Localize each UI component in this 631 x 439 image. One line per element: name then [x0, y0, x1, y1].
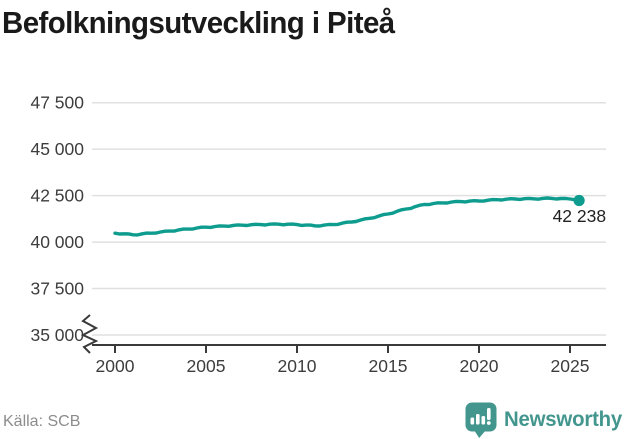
x-tick-label: 2015 [369, 356, 408, 376]
y-tick-label: 47 500 [30, 93, 84, 113]
x-tick-label: 2010 [278, 356, 317, 376]
last-point-marker [573, 194, 585, 207]
brand: Newsworthy [465, 402, 626, 438]
y-tick-label: 45 000 [30, 139, 84, 159]
axis-break-icon [80, 314, 99, 354]
newsworthy-logo-icon [465, 402, 497, 438]
x-tick-label: 2020 [460, 356, 499, 376]
y-tick-label: 42 500 [30, 186, 84, 206]
y-tick-label: 40 000 [30, 232, 84, 252]
last-value-label: 42 238 [553, 206, 607, 226]
y-tick-label: 35 000 [30, 325, 84, 345]
brand-name: Newsworthy [504, 408, 623, 431]
y-tick-label: 37 500 [30, 279, 84, 299]
x-tick-label: 2025 [551, 356, 590, 376]
x-tick-label: 2000 [96, 356, 135, 376]
population-line [113, 196, 581, 237]
source-label: Källa: SCB [3, 413, 81, 430]
x-tick-label: 2005 [187, 356, 226, 376]
chart-title: Befolkningsutveckling i Piteå [2, 5, 395, 40]
